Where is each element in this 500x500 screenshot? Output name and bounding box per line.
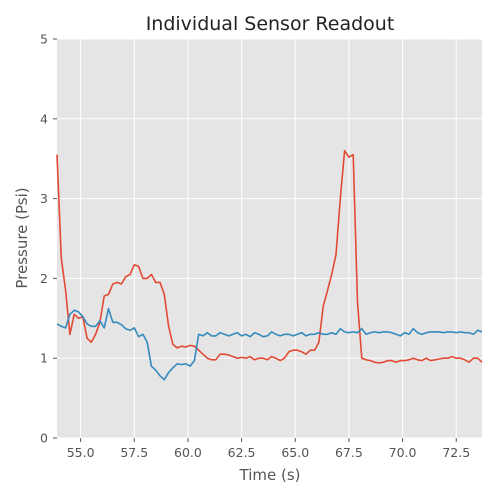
- chart-title: Individual Sensor Readout: [146, 13, 395, 35]
- x-tick-label: 70.0: [389, 445, 417, 460]
- x-tick-label: 55.0: [67, 445, 95, 460]
- y-tick-label: 5: [40, 32, 48, 47]
- x-axis-label: Time (s): [239, 466, 301, 484]
- y-tick-label: 2: [40, 271, 48, 286]
- y-tick-label: 1: [40, 351, 48, 366]
- y-tick-label: 0: [40, 431, 48, 446]
- y-axis-label: Pressure (Psi): [13, 187, 31, 288]
- series-line-1: [56, 149, 483, 364]
- x-tick-label: 65.0: [281, 445, 309, 460]
- x-tick-label: 62.5: [228, 445, 256, 460]
- plot-area: [57, 39, 482, 438]
- y-tick-label: 4: [40, 111, 48, 126]
- x-tick-label: 60.0: [174, 445, 202, 460]
- y-tick-label: 3: [40, 191, 48, 206]
- ticks: 55.0 57.5 60.0 62.5 65.0 67.5 70.0 72.5 0 1 2 3 4 5: [40, 32, 470, 461]
- grid: [57, 38, 482, 439]
- x-tick-label: 57.5: [120, 445, 148, 460]
- x-tick-label: 72.5: [442, 445, 470, 460]
- series-group: [56, 149, 483, 381]
- x-tick-label: 67.5: [335, 445, 363, 460]
- series-line-2: [56, 307, 483, 381]
